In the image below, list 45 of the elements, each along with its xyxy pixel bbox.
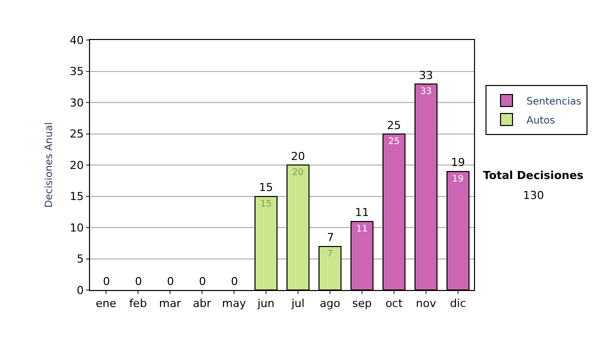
y-tick-label: 25	[70, 128, 84, 141]
y-tick-label: 40	[70, 34, 84, 47]
x-tick-label: ene	[96, 297, 116, 310]
y-tick-label: 15	[70, 190, 84, 204]
total-label: 33	[419, 69, 433, 82]
y-axis-title: Decisiones Anual	[44, 122, 55, 208]
y-tick-label: 35	[70, 65, 84, 78]
x-tick-label: oct	[385, 297, 404, 310]
total-label: 25	[387, 119, 401, 132]
x-tick-label: jun	[256, 297, 275, 310]
total-label: 11	[355, 206, 369, 219]
x-tick-label: sep	[352, 297, 372, 310]
text: 0	[167, 275, 174, 288]
x-tick-label: mar	[159, 297, 182, 310]
data-label: 33	[420, 86, 432, 97]
x-tick-label: nov	[416, 297, 437, 310]
legend-label: Sentencias	[526, 96, 582, 108]
data-label: 25	[388, 136, 400, 147]
total-label: 20	[291, 150, 305, 163]
x-tick-label: may	[222, 297, 246, 310]
text: 0	[199, 275, 206, 288]
total-label: 7	[327, 231, 334, 244]
text: Total Decisiones	[483, 169, 584, 182]
x-tick-label: ago	[320, 297, 340, 310]
y-tick-label: 0	[76, 284, 84, 297]
x-tick-label: dic	[450, 297, 466, 310]
x-tick-label: abr	[192, 297, 212, 310]
x-tick-label: jul	[290, 297, 305, 310]
text: 0	[135, 275, 142, 288]
y-tick-label: 10	[70, 221, 84, 234]
total-label: 15	[259, 181, 273, 194]
text: 0	[103, 275, 110, 288]
data-label: 19	[452, 174, 464, 184]
x-tick-label: feb	[129, 297, 147, 310]
data-label: 15	[260, 199, 272, 210]
y-tick-label: 30	[70, 96, 84, 110]
y-tick-label: 5	[76, 252, 84, 266]
data-label: 11	[356, 224, 368, 234]
y-tick-label: 20	[70, 158, 84, 172]
legend-label: Autos	[526, 115, 555, 126]
total-label: 19	[451, 156, 465, 169]
text: 0	[231, 275, 238, 288]
data-label: 7	[327, 249, 333, 260]
text: 130	[523, 189, 544, 202]
data-label: 20	[292, 168, 304, 178]
